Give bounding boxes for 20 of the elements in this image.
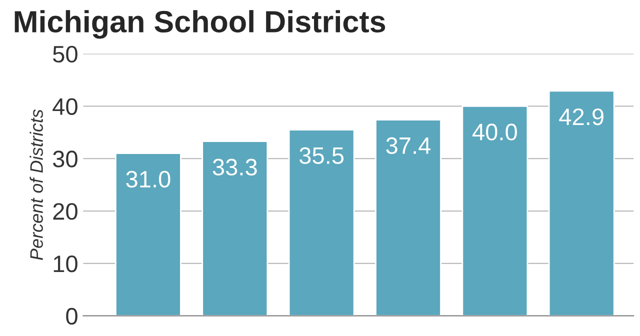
- y-tick-label: 10: [54, 255, 78, 272]
- data-label: 35.5: [299, 147, 344, 164]
- y-axis-title: Percent of Districts: [30, 109, 43, 260]
- bar: [462, 105, 528, 316]
- data-label: 37.4: [386, 137, 431, 154]
- bar: [288, 129, 355, 316]
- bar: [375, 119, 442, 316]
- y-tick-label: 20: [53, 203, 78, 220]
- bar: [115, 152, 182, 316]
- y-tick-label: 50: [53, 46, 78, 63]
- data-label: 40.0: [472, 124, 517, 140]
- data-label: 33.3: [212, 158, 257, 176]
- data-label: 31.0: [126, 170, 170, 188]
- y-tick-label: 40: [52, 98, 78, 115]
- bar: [202, 140, 268, 316]
- chart-title: Michigan School Districts: [14, 10, 386, 39]
- data-label: 42.9: [559, 108, 604, 126]
- y-tick-label: 0: [66, 308, 78, 325]
- bar: [548, 90, 615, 316]
- y-tick-label: 30: [52, 150, 78, 168]
